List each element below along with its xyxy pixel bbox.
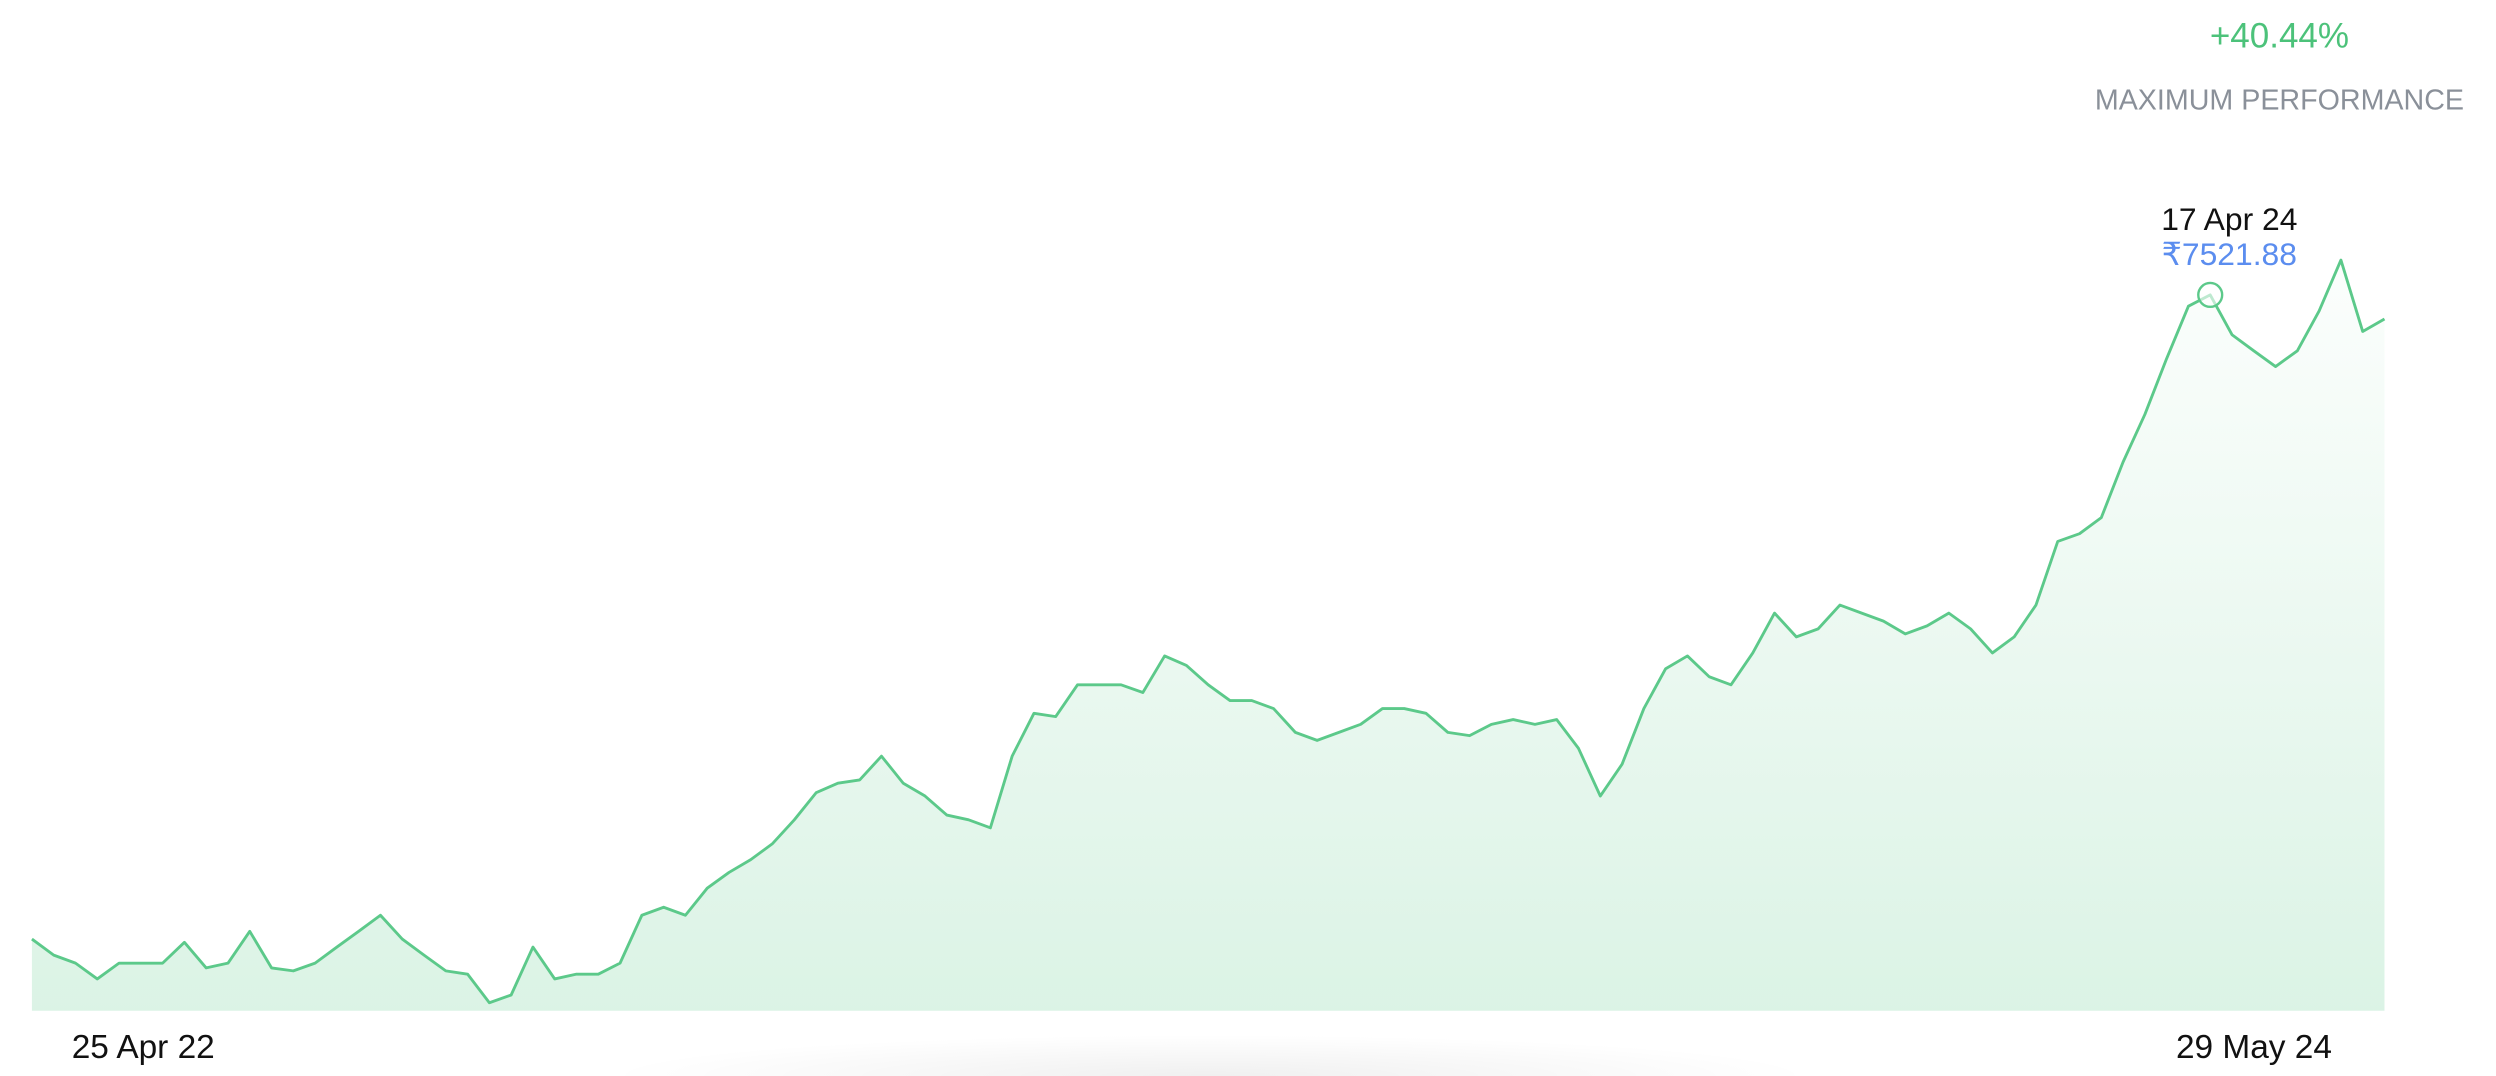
hover-marker — [2197, 281, 2224, 309]
line — [31, 258, 2386, 1005]
bottom-shadow — [605, 1034, 1815, 1076]
performance-value: +40.44% — [2210, 16, 2349, 55]
area — [31, 260, 2385, 1011]
tooltip-date: 17 Apr 24 — [2161, 201, 2297, 237]
x-tick-label: 29 May 24 — [2176, 1029, 2332, 1066]
performance-caption: MAXIMUM PERFORMANCE — [2095, 84, 2464, 116]
plot: 25 Apr 22 17 Apr 24₹7521.88 29 May 24 — [31, 201, 2386, 1066]
tooltip-value: ₹7521.88 — [2162, 236, 2297, 272]
x-tick-label: 25 Apr 22 — [72, 1029, 215, 1066]
